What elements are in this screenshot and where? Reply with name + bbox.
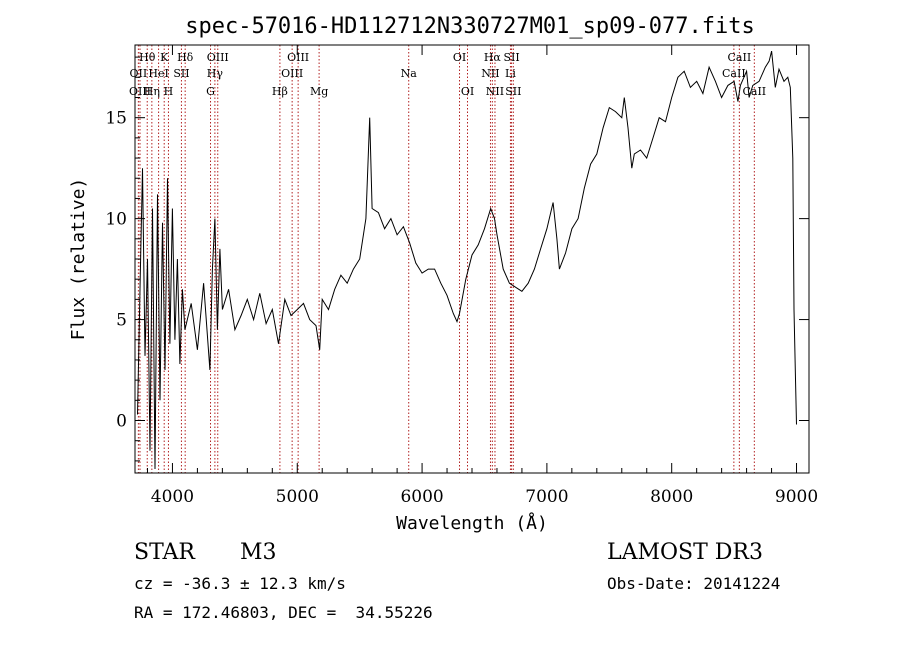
line-label: OIII [287, 51, 309, 64]
line-label: Na [401, 67, 418, 80]
plot-frame [134, 44, 810, 474]
line-label: OI [453, 51, 466, 64]
line-label: Hβ [272, 85, 288, 98]
flux-series-line [137, 50, 797, 470]
y-tick-label: 15 [105, 109, 127, 129]
line-label: Hθ [139, 51, 156, 64]
line-label: NII [486, 85, 504, 98]
line-label: OII [130, 67, 148, 80]
x-tick-label: 9000 [775, 487, 818, 507]
line-label: OI [461, 85, 474, 98]
y-axis-ticks: 0 5 10 15 [105, 56, 809, 462]
line-label: SII [503, 51, 519, 64]
y-axis-label: Flux (relative) [68, 178, 89, 341]
coordinates: RA = 172.46803, DEC = 34.55226 [134, 603, 433, 622]
line-label: NII [481, 67, 499, 80]
line-label: Hη [144, 85, 160, 98]
line-label: Hα [484, 51, 502, 64]
x-tick-label: 8000 [650, 487, 693, 507]
x-axis-ticks: 4000 5000 6000 7000 8000 9000 [146, 45, 818, 507]
survey-name: LAMOST DR3 [607, 540, 763, 565]
line-label: OIII [207, 51, 229, 64]
line-label: CaII [742, 85, 766, 98]
line-label: Li [505, 67, 516, 80]
line-label: OIII [281, 67, 303, 80]
y-tick-label: 10 [105, 210, 127, 230]
spectral-line-markers [137, 45, 755, 473]
line-label: Hδ [177, 51, 194, 64]
object-class: STAR [134, 540, 195, 565]
line-label: OIII [129, 85, 151, 98]
spectral-line-labels: Hθ OII OIII K HeI Hη Hδ SII H OIII Hγ G OIII OIII Hβ Mg… [129, 51, 766, 98]
x-tick-label: 5000 [276, 487, 319, 507]
x-tick-label: 6000 [400, 487, 443, 507]
line-label: G [206, 85, 215, 98]
x-axis-label: Wavelength (Å) [396, 512, 548, 534]
line-label: CaII [722, 67, 746, 80]
line-label: Mg [310, 85, 328, 98]
line-label: H [164, 85, 174, 98]
line-label: Hγ [207, 67, 224, 80]
y-tick-label: 5 [116, 311, 127, 331]
line-label: SII [505, 85, 521, 98]
y-tick-label: 0 [116, 412, 127, 432]
line-label: K [160, 51, 169, 64]
x-tick-label: 7000 [525, 487, 568, 507]
x-tick-label: 4000 [151, 487, 194, 507]
line-label: CaII [728, 51, 752, 64]
object-subclass: M3 [240, 540, 277, 565]
observation-date: Obs-Date: 20141224 [607, 574, 781, 593]
chart-title: spec-57016-HD112712N330727M01_sp09-077.f… [185, 14, 755, 39]
line-label: SII [173, 67, 189, 80]
line-label: HeI [148, 67, 168, 80]
redshift-cz: cz = -36.3 ± 12.3 km/s [134, 574, 346, 593]
